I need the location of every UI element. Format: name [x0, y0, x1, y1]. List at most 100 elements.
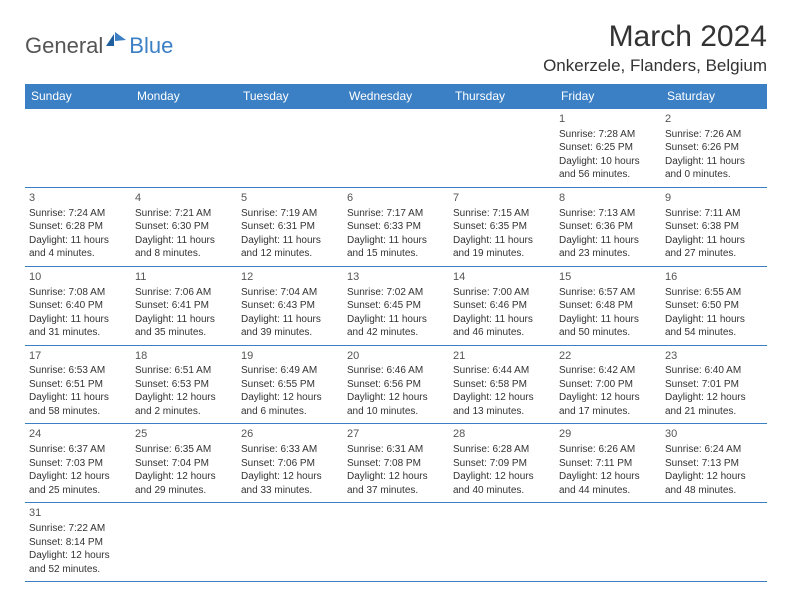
sunset-text: Sunset: 7:06 PM — [241, 457, 339, 471]
sunrise-text: Sunrise: 6:53 AM — [29, 364, 127, 378]
daylight-text: and 12 minutes. — [241, 247, 339, 261]
sunrise-text: Sunrise: 7:04 AM — [241, 286, 339, 300]
sunrise-text: Sunrise: 6:37 AM — [29, 443, 127, 457]
sunset-text: Sunset: 6:56 PM — [347, 378, 445, 392]
day-number: 6 — [347, 191, 445, 206]
sunset-text: Sunset: 7:01 PM — [665, 378, 763, 392]
day-number: 8 — [559, 191, 657, 206]
sunrise-text: Sunrise: 7:00 AM — [453, 286, 551, 300]
sunset-text: Sunset: 7:00 PM — [559, 378, 657, 392]
title-block: March 2024 Onkerzele, Flanders, Belgium — [543, 20, 767, 76]
day-number: 22 — [559, 349, 657, 364]
day-number: 14 — [453, 270, 551, 285]
sunset-text: Sunset: 6:45 PM — [347, 299, 445, 313]
sunset-text: Sunset: 6:58 PM — [453, 378, 551, 392]
sunset-text: Sunset: 6:25 PM — [559, 141, 657, 155]
daylight-text: Daylight: 12 hours — [453, 470, 551, 484]
daylight-text: and 10 minutes. — [347, 405, 445, 419]
calendar-cell: 6Sunrise: 7:17 AMSunset: 6:33 PMDaylight… — [343, 187, 449, 266]
day-header: Saturday — [661, 84, 767, 109]
daylight-text: Daylight: 12 hours — [241, 470, 339, 484]
sunrise-text: Sunrise: 7:22 AM — [29, 522, 127, 536]
daylight-text: Daylight: 11 hours — [135, 313, 233, 327]
calendar-cell — [555, 503, 661, 582]
daylight-text: Daylight: 12 hours — [135, 470, 233, 484]
calendar-cell: 7Sunrise: 7:15 AMSunset: 6:35 PMDaylight… — [449, 187, 555, 266]
daylight-text: Daylight: 11 hours — [241, 234, 339, 248]
day-header: Thursday — [449, 84, 555, 109]
sunset-text: Sunset: 6:31 PM — [241, 220, 339, 234]
header: General Blue March 2024 Onkerzele, Fland… — [25, 20, 767, 76]
calendar-cell: 21Sunrise: 6:44 AMSunset: 6:58 PMDayligh… — [449, 345, 555, 424]
day-number: 9 — [665, 191, 763, 206]
sunrise-text: Sunrise: 6:44 AM — [453, 364, 551, 378]
day-number: 25 — [135, 427, 233, 442]
day-number: 4 — [135, 191, 233, 206]
calendar-cell: 14Sunrise: 7:00 AMSunset: 6:46 PMDayligh… — [449, 266, 555, 345]
calendar-week: 10Sunrise: 7:08 AMSunset: 6:40 PMDayligh… — [25, 266, 767, 345]
sunset-text: Sunset: 7:09 PM — [453, 457, 551, 471]
daylight-text: and 40 minutes. — [453, 484, 551, 498]
calendar-cell: 30Sunrise: 6:24 AMSunset: 7:13 PMDayligh… — [661, 424, 767, 503]
daylight-text: and 44 minutes. — [559, 484, 657, 498]
sunset-text: Sunset: 6:46 PM — [453, 299, 551, 313]
calendar-cell: 24Sunrise: 6:37 AMSunset: 7:03 PMDayligh… — [25, 424, 131, 503]
daylight-text: Daylight: 12 hours — [135, 391, 233, 405]
sunrise-text: Sunrise: 6:46 AM — [347, 364, 445, 378]
day-number: 18 — [135, 349, 233, 364]
calendar-cell — [343, 109, 449, 188]
logo: General Blue — [25, 28, 173, 64]
sunset-text: Sunset: 6:50 PM — [665, 299, 763, 313]
daylight-text: and 2 minutes. — [135, 405, 233, 419]
day-number: 23 — [665, 349, 763, 364]
sunrise-text: Sunrise: 6:55 AM — [665, 286, 763, 300]
daylight-text: and 0 minutes. — [665, 168, 763, 182]
daylight-text: Daylight: 11 hours — [559, 313, 657, 327]
day-number: 19 — [241, 349, 339, 364]
sunset-text: Sunset: 7:08 PM — [347, 457, 445, 471]
calendar-cell — [661, 503, 767, 582]
calendar-cell: 1Sunrise: 7:28 AMSunset: 6:25 PMDaylight… — [555, 109, 661, 188]
sunset-text: Sunset: 6:51 PM — [29, 378, 127, 392]
daylight-text: Daylight: 10 hours — [559, 155, 657, 169]
logo-text-general: General — [25, 33, 103, 59]
sunset-text: Sunset: 6:43 PM — [241, 299, 339, 313]
day-number: 20 — [347, 349, 445, 364]
day-header: Sunday — [25, 84, 131, 109]
calendar-cell: 5Sunrise: 7:19 AMSunset: 6:31 PMDaylight… — [237, 187, 343, 266]
daylight-text: Daylight: 11 hours — [135, 234, 233, 248]
daylight-text: Daylight: 11 hours — [347, 313, 445, 327]
daylight-text: and 37 minutes. — [347, 484, 445, 498]
day-number: 26 — [241, 427, 339, 442]
sunset-text: Sunset: 6:48 PM — [559, 299, 657, 313]
calendar-cell — [449, 503, 555, 582]
sunset-text: Sunset: 8:14 PM — [29, 536, 127, 550]
daylight-text: Daylight: 11 hours — [665, 313, 763, 327]
sunset-text: Sunset: 6:26 PM — [665, 141, 763, 155]
sunrise-text: Sunrise: 6:57 AM — [559, 286, 657, 300]
sunrise-text: Sunrise: 6:24 AM — [665, 443, 763, 457]
daylight-text: and 39 minutes. — [241, 326, 339, 340]
day-number: 3 — [29, 191, 127, 206]
sunrise-text: Sunrise: 7:08 AM — [29, 286, 127, 300]
sunrise-text: Sunrise: 6:26 AM — [559, 443, 657, 457]
calendar-cell: 12Sunrise: 7:04 AMSunset: 6:43 PMDayligh… — [237, 266, 343, 345]
calendar-cell: 18Sunrise: 6:51 AMSunset: 6:53 PMDayligh… — [131, 345, 237, 424]
calendar-week: 31Sunrise: 7:22 AMSunset: 8:14 PMDayligh… — [25, 503, 767, 582]
calendar-week: 1Sunrise: 7:28 AMSunset: 6:25 PMDaylight… — [25, 109, 767, 188]
calendar-cell: 27Sunrise: 6:31 AMSunset: 7:08 PMDayligh… — [343, 424, 449, 503]
daylight-text: Daylight: 11 hours — [665, 155, 763, 169]
sunset-text: Sunset: 6:53 PM — [135, 378, 233, 392]
day-number: 2 — [665, 112, 763, 127]
calendar-cell — [237, 503, 343, 582]
sunset-text: Sunset: 6:38 PM — [665, 220, 763, 234]
sunrise-text: Sunrise: 7:13 AM — [559, 207, 657, 221]
day-number: 30 — [665, 427, 763, 442]
daylight-text: Daylight: 11 hours — [241, 313, 339, 327]
daylight-text: Daylight: 12 hours — [453, 391, 551, 405]
day-number: 31 — [29, 506, 127, 521]
sunrise-text: Sunrise: 7:15 AM — [453, 207, 551, 221]
day-number: 7 — [453, 191, 551, 206]
calendar-cell: 17Sunrise: 6:53 AMSunset: 6:51 PMDayligh… — [25, 345, 131, 424]
day-header: Monday — [131, 84, 237, 109]
